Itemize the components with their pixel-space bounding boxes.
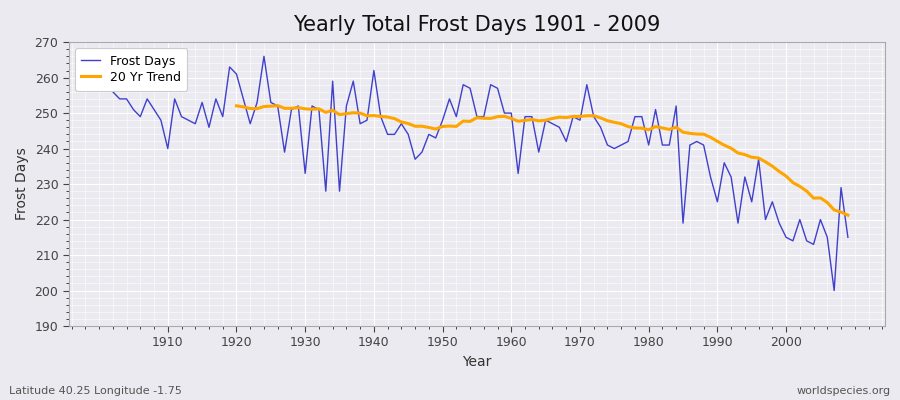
20 Yr Trend (231, 104, 242, 108)
X-axis label: Year: Year (463, 355, 491, 369)
20 Yr Trend (760, 160, 771, 164)
20 Yr Trend (273, 103, 284, 108)
Text: Latitude 40.25 Longitude -1.75: Latitude 40.25 Longitude -1.75 (9, 386, 182, 396)
Frost Days (313, 107, 324, 112)
20 Yr Trend (842, 213, 853, 218)
Line: Frost Days: Frost Days (106, 56, 848, 290)
Y-axis label: Frost Days: Frost Days (15, 148, 29, 220)
20 Yr Trend (822, 200, 832, 205)
Frost Days (829, 288, 840, 293)
Legend: Frost Days, 20 Yr Trend: Frost Days, 20 Yr Trend (75, 48, 187, 91)
Frost Days (101, 75, 112, 80)
Frost Days (506, 111, 517, 116)
Frost Days (842, 235, 853, 240)
Text: worldspecies.org: worldspecies.org (796, 386, 891, 396)
20 Yr Trend (664, 127, 675, 132)
20 Yr Trend (423, 125, 434, 130)
20 Yr Trend (320, 110, 331, 115)
Frost Days (595, 125, 606, 130)
Line: 20 Yr Trend: 20 Yr Trend (237, 106, 848, 215)
20 Yr Trend (746, 155, 757, 160)
Frost Days (355, 121, 365, 126)
Frost Days (156, 118, 166, 122)
Frost Days (258, 54, 269, 59)
Title: Yearly Total Frost Days 1901 - 2009: Yearly Total Frost Days 1901 - 2009 (293, 15, 661, 35)
Frost Days (513, 171, 524, 176)
